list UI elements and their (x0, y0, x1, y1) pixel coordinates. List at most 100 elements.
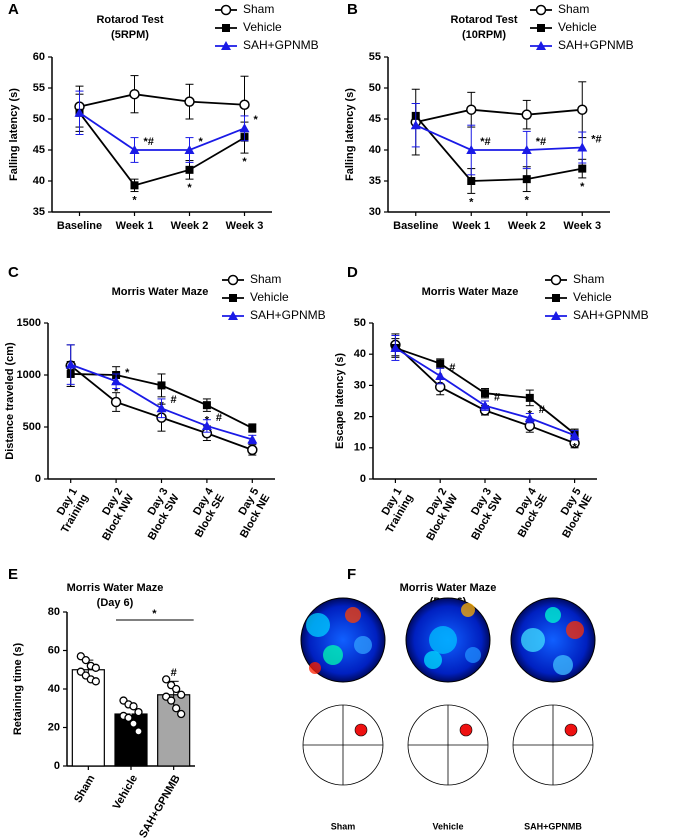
heat-spot (521, 628, 545, 652)
legend-label: Sham (243, 2, 274, 16)
legend-label: SAH+GPNMB (250, 308, 326, 322)
chart-subtitle: (5RPM) (111, 29, 149, 41)
data-point (248, 424, 257, 433)
y-tick-label: 20 (354, 411, 366, 423)
significance-label: # (539, 404, 545, 416)
dot (91, 663, 100, 672)
y-tick-label: 1500 (17, 317, 41, 329)
x-tick-label: Day 1Training (373, 486, 416, 535)
significance-label: * (469, 196, 474, 208)
y-tick-label: 0 (54, 760, 60, 772)
data-point (156, 403, 167, 413)
x-tick-label: Baseline (393, 220, 438, 232)
legend-label: Vehicle (558, 20, 597, 34)
legend-marker (220, 4, 232, 16)
y-axis-label: Falling latency (s) (344, 88, 356, 181)
series-line (415, 115, 583, 182)
x-tick-label: Week 3 (563, 220, 601, 232)
y-tick-label: 45 (369, 113, 381, 125)
data-point (247, 434, 258, 444)
legend-marker (229, 294, 237, 302)
data-point (522, 175, 531, 184)
y-tick-label: 80 (48, 606, 60, 618)
dot (124, 713, 133, 723)
y-tick-label: 30 (354, 379, 366, 391)
dot (81, 655, 90, 665)
legend-marker (228, 311, 238, 320)
x-tick-label: Sham (72, 773, 97, 805)
series-line (78, 112, 245, 187)
legend-marker (537, 24, 545, 32)
data-point (521, 145, 532, 154)
significance-label: *# (591, 133, 601, 145)
significance-label: * (254, 114, 259, 126)
group-label: Vehicle (432, 821, 463, 831)
data-point (129, 145, 140, 154)
y-tick-label: 20 (48, 721, 60, 733)
series-line (415, 124, 583, 151)
data-point (436, 359, 445, 368)
data-point (390, 342, 401, 352)
group-label: SAH+GPNMB (524, 821, 582, 831)
legend-label: SAH+GPNMB (243, 38, 319, 52)
y-axis-label: Falling latency (s) (8, 88, 20, 181)
legend-label: Vehicle (250, 290, 289, 304)
data-point (466, 104, 477, 115)
data-point (525, 393, 534, 402)
data-point (577, 104, 588, 115)
dot (134, 707, 143, 717)
platform (564, 723, 578, 737)
data-point (467, 177, 476, 185)
y-axis-label: Retaining time (s) (12, 643, 24, 736)
significance-label: * (525, 194, 530, 206)
data-point (202, 401, 211, 410)
data-point (247, 444, 258, 456)
data-point (524, 413, 535, 423)
heat-spot (429, 626, 457, 654)
panel-label: F (347, 566, 356, 583)
data-point (130, 181, 139, 190)
y-tick-label: 35 (33, 206, 45, 218)
significance-label: # (494, 392, 500, 404)
y-axis-label: Escape latency (s) (334, 353, 346, 449)
chart-subtitle: (10RPM) (462, 29, 506, 41)
significance-label: * (187, 182, 192, 194)
x-tick-label: Day 5Block NE (227, 486, 272, 540)
x-tick-label: Vehicle (111, 773, 140, 812)
legend-marker (227, 274, 239, 286)
y-tick-label: 0 (360, 473, 366, 485)
data-point (65, 359, 76, 369)
data-point (185, 165, 194, 174)
x-tick-label: Week 2 (508, 220, 546, 232)
legend-marker (551, 311, 561, 320)
heat-spot (545, 607, 561, 623)
data-point (569, 430, 580, 440)
legend-label: Sham (558, 2, 589, 16)
series-line (415, 108, 583, 123)
heat-spot (553, 655, 573, 675)
x-tick-label: Day 4Block SE (505, 485, 551, 539)
dot (177, 690, 186, 699)
y-tick-label: 0 (35, 473, 41, 485)
y-tick-label: 50 (369, 82, 381, 94)
y-tick-label: 10 (354, 442, 366, 454)
x-tick-label: Week 1 (116, 220, 154, 232)
y-tick-label: 1000 (17, 369, 41, 381)
group-label: Sham (331, 821, 356, 831)
legend-marker (536, 41, 546, 50)
series-line (79, 93, 245, 108)
significance-label: # (171, 394, 177, 406)
y-tick-label: 50 (354, 317, 366, 329)
data-point (578, 164, 587, 173)
heat-spot (566, 621, 584, 639)
data-point (111, 376, 122, 386)
series-line (78, 112, 245, 151)
panel-label: B (347, 1, 358, 18)
heat-spot (306, 613, 330, 637)
significance-label: # (216, 412, 222, 424)
dot (129, 702, 138, 711)
data-point (481, 389, 489, 398)
data-point (239, 123, 250, 133)
chart-title: Morris Water Maze (400, 582, 497, 594)
x-tick-label: Day 2Block NW (89, 485, 136, 542)
